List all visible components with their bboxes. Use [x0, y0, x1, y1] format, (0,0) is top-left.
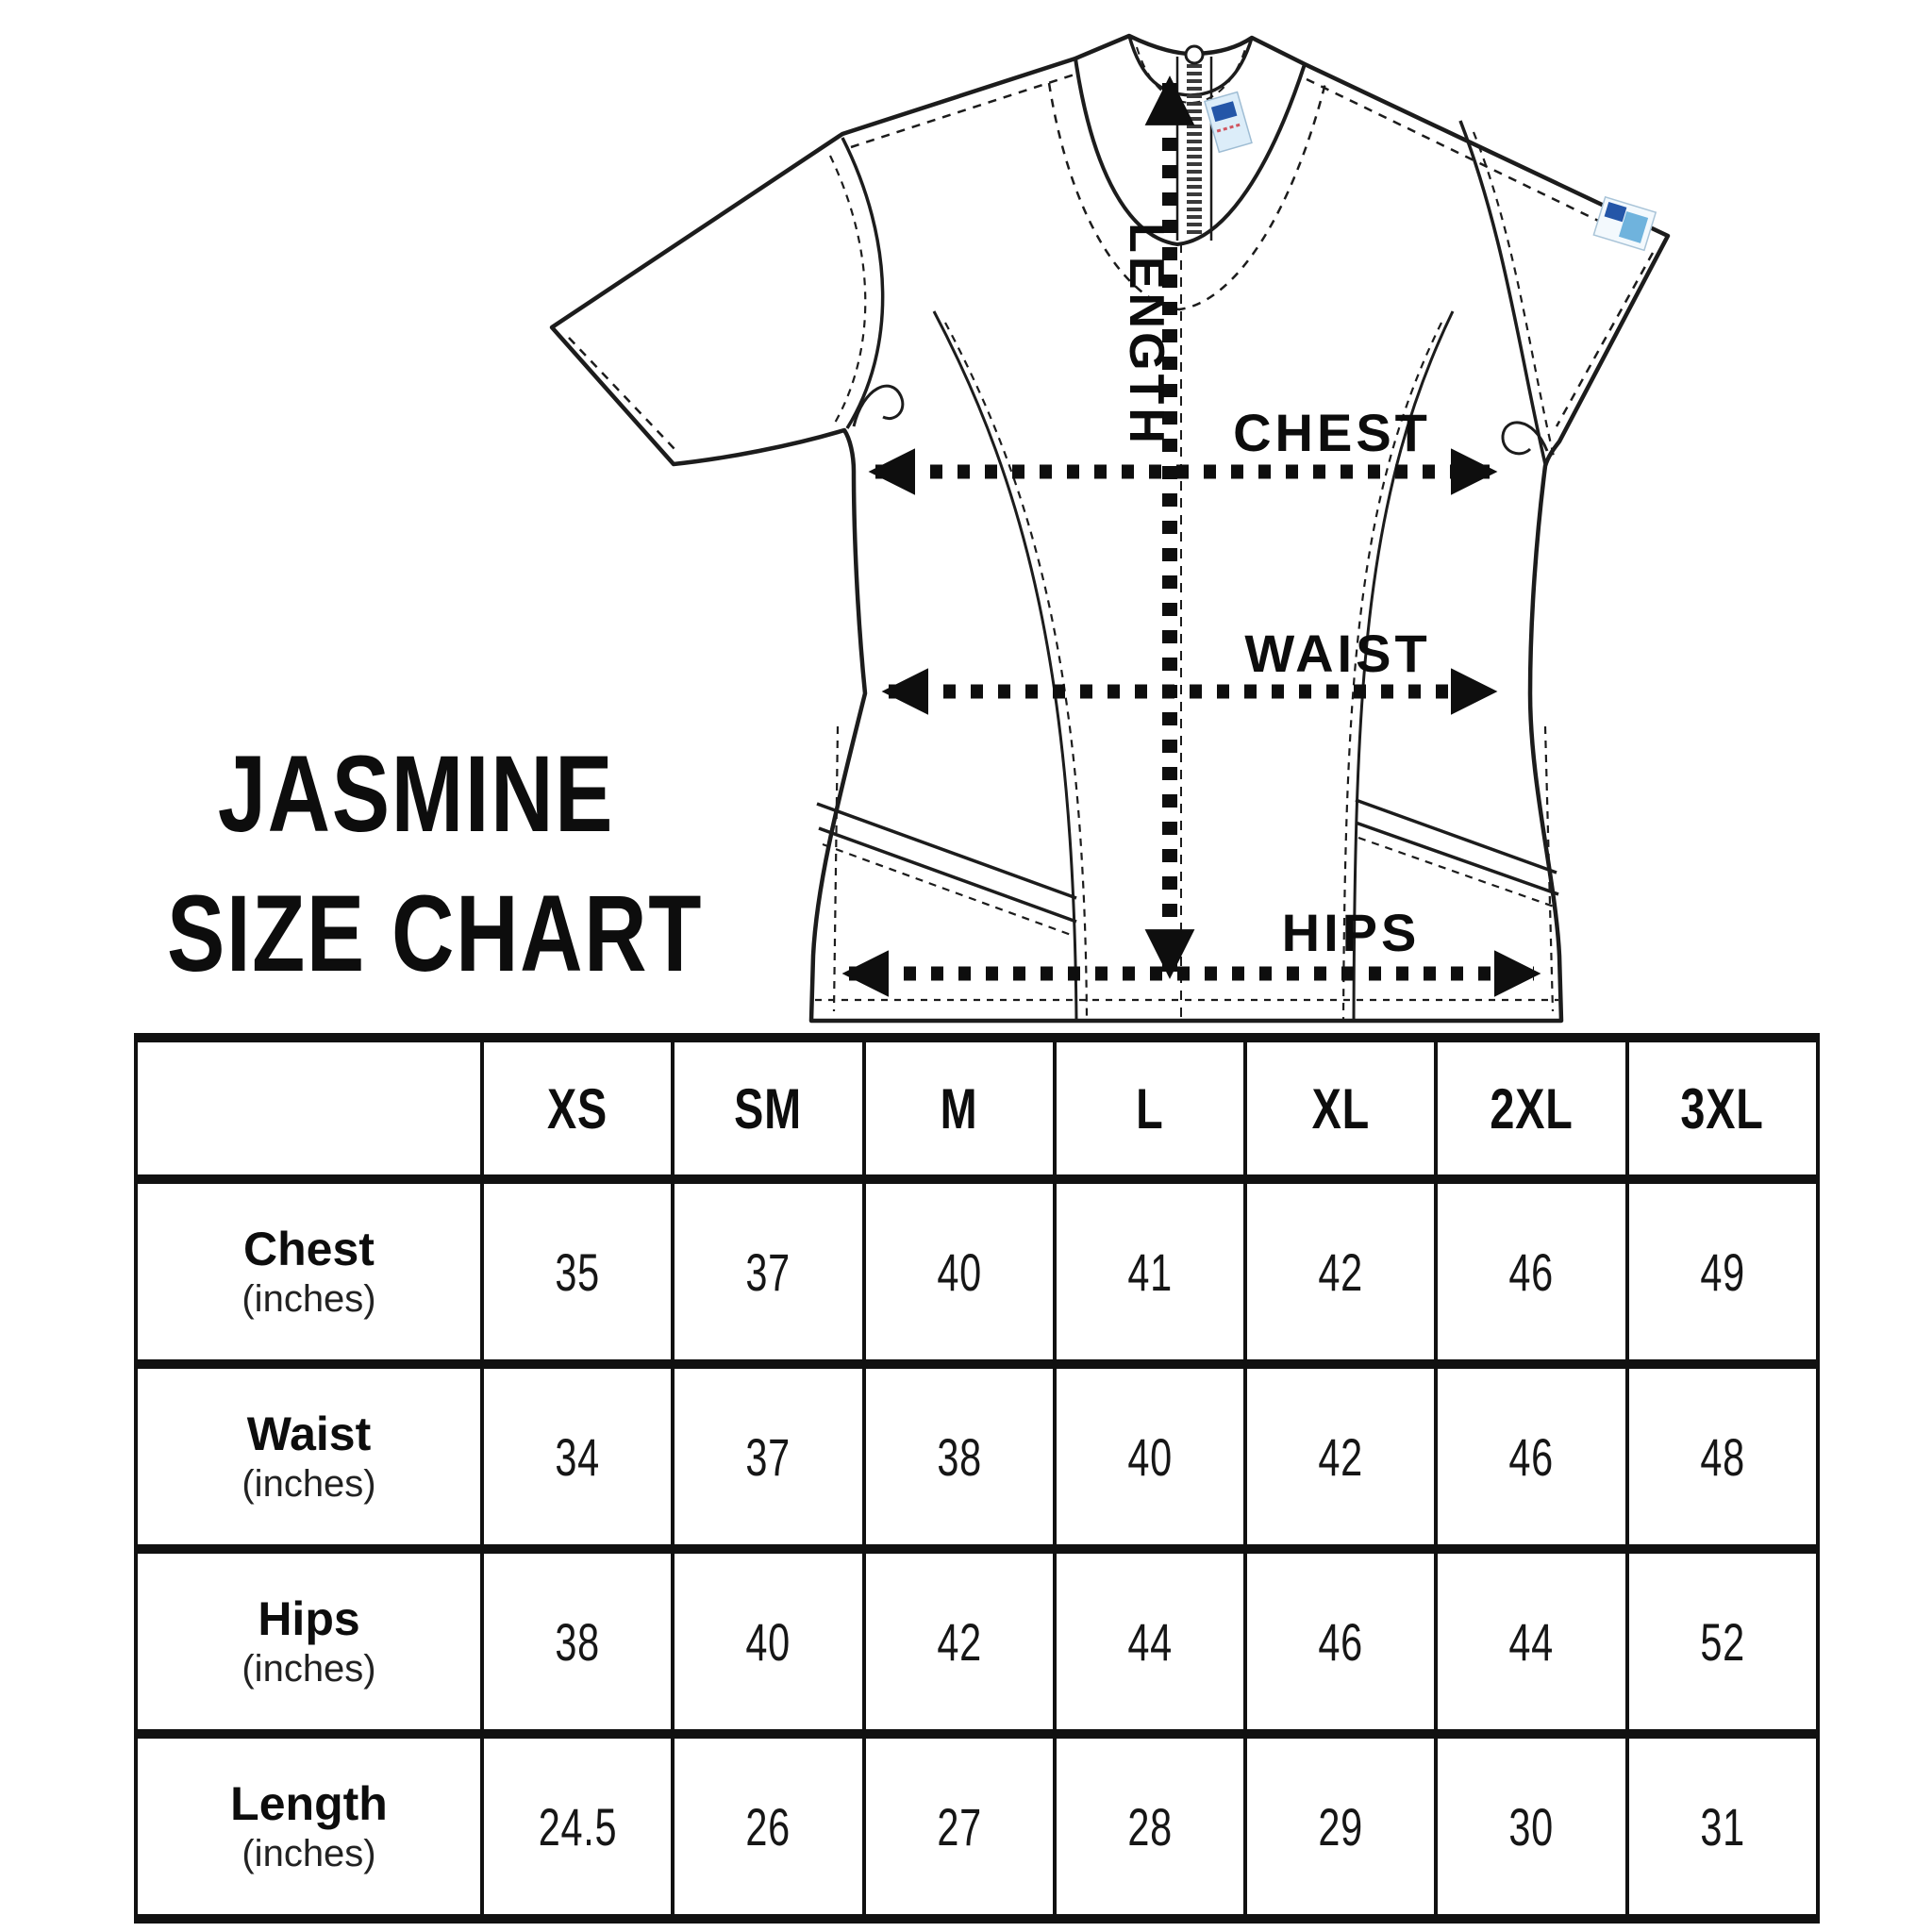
size-value-cell: 40	[671, 1544, 866, 1739]
size-value-cell: 44	[1052, 1544, 1248, 1739]
size-value-cell: 40	[1052, 1359, 1248, 1554]
size-col-header-xl: XL	[1243, 1033, 1439, 1184]
size-value-cell: 42	[1243, 1174, 1439, 1369]
measurement-arrows	[841, 75, 1541, 997]
size-value-cell: 46	[1243, 1544, 1439, 1739]
hips-label: HIPS	[1282, 903, 1421, 962]
measurement-row-label: Hips (inches)	[134, 1544, 484, 1739]
size-value-cell: 31	[1624, 1729, 1821, 1924]
waist-label: WAIST	[1244, 624, 1430, 683]
corner-cell	[134, 1033, 484, 1184]
size-value-cell: 46	[1434, 1359, 1629, 1554]
page-title: JASMINE SIZE CHART	[105, 724, 727, 1004]
size-col-header-sm: SM	[671, 1033, 866, 1184]
size-value-cell: 42	[1243, 1359, 1439, 1554]
size-value-cell: 41	[1052, 1174, 1248, 1369]
size-value-cell: 34	[479, 1359, 675, 1554]
size-col-header-m: M	[861, 1033, 1057, 1184]
scrub-top-diagram: LENGTH CHEST WAIST HIPS	[549, 33, 1671, 1024]
length-row: Length (inches) 24.5 26 27 28 29 30 31	[134, 1729, 1821, 1924]
size-value-cell: 30	[1434, 1729, 1629, 1924]
size-value-cell: 37	[671, 1174, 866, 1369]
size-value-cell: 35	[479, 1174, 675, 1369]
length-label: LENGTH	[1119, 223, 1174, 447]
waist-row: Waist (inches) 34 37 38 40 42 46 48	[134, 1359, 1821, 1554]
chest-label: CHEST	[1233, 403, 1431, 462]
size-value-cell: 40	[861, 1174, 1057, 1369]
seam-lines	[568, 72, 1655, 1022]
size-value-cell: 46	[1434, 1174, 1629, 1369]
size-col-header-xs: XS	[479, 1033, 675, 1184]
neck-brand-tag	[1203, 91, 1253, 154]
sleeve-brand-tag	[1592, 195, 1657, 252]
size-value-cell: 38	[861, 1359, 1057, 1554]
measurement-row-label: Chest (inches)	[134, 1174, 484, 1369]
size-header-row: XS SM M L XL 2XL 3XL	[134, 1033, 1821, 1184]
size-value-cell: 44	[1434, 1544, 1629, 1739]
size-value-cell: 24.5	[479, 1729, 675, 1924]
size-value-cell: 52	[1624, 1544, 1821, 1739]
size-value-cell: 29	[1243, 1729, 1439, 1924]
size-value-cell: 27	[861, 1729, 1057, 1924]
size-value-cell: 28	[1052, 1729, 1248, 1924]
hips-row: Hips (inches) 38 40 42 44 46 44 52	[134, 1544, 1821, 1739]
size-col-header-l: L	[1052, 1033, 1248, 1184]
page-title-line2: SIZE CHART	[167, 874, 703, 994]
measurement-row-label: Waist (inches)	[134, 1359, 484, 1554]
size-table: XS SM M L XL 2XL 3XL Chest (inches) 35 3…	[134, 1033, 1821, 1924]
pocket-lines	[816, 798, 1559, 938]
page-title-line1: JASMINE	[217, 734, 615, 855]
size-col-header-2xl: 2XL	[1434, 1033, 1629, 1184]
size-col-header-3xl: 3XL	[1624, 1033, 1821, 1184]
size-value-cell: 42	[861, 1544, 1057, 1739]
measurement-row-label: Length (inches)	[134, 1729, 484, 1924]
size-value-cell: 37	[671, 1359, 866, 1554]
back-zipper	[1175, 44, 1213, 1017]
size-value-cell: 48	[1624, 1359, 1821, 1554]
size-value-cell: 49	[1624, 1174, 1821, 1369]
size-value-cell: 26	[671, 1729, 866, 1924]
size-value-cell: 38	[479, 1544, 675, 1739]
chest-row: Chest (inches) 35 37 40 41 42 46 49	[134, 1174, 1821, 1369]
